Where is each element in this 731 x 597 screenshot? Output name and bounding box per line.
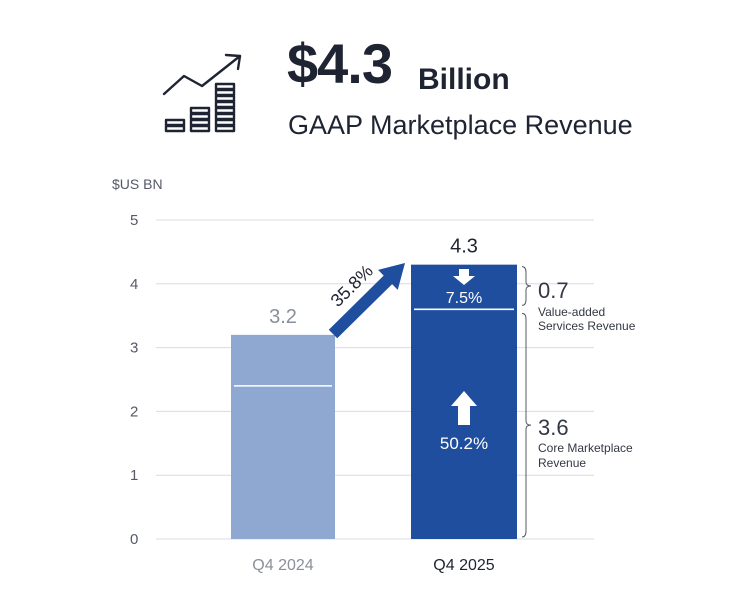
growth-arrow-shaft xyxy=(328,272,395,339)
headline-value: $4.3 xyxy=(287,32,393,95)
y-tick-label: 4 xyxy=(130,276,138,293)
growth-arrow-head xyxy=(378,262,405,290)
down-arrow-icon xyxy=(453,269,475,285)
value-added-pct: 7.5% xyxy=(446,290,482,307)
growth-chart-icon xyxy=(160,50,248,134)
growth-arrow-icon xyxy=(328,262,405,339)
value-added-amount: 0.7 xyxy=(538,278,569,303)
y-tick-label: 3 xyxy=(130,340,138,357)
value-added-label: Value-added xyxy=(538,305,605,319)
y-tick-label: 1 xyxy=(130,467,138,484)
core-amount: 3.6 xyxy=(538,415,569,440)
core-label: Core Marketplace xyxy=(538,441,633,455)
core-brace xyxy=(521,312,532,538)
data-label: 3.2 xyxy=(269,306,297,328)
x-tick-label: Q4 2025 xyxy=(433,557,494,574)
headline-unit: Billion xyxy=(418,63,510,96)
up-arrow-icon xyxy=(451,391,477,425)
y-axis-label: $US BN xyxy=(112,176,163,192)
core-label: Revenue xyxy=(538,456,586,470)
value-added-brace xyxy=(521,266,532,306)
value-added-label: Services Revenue xyxy=(538,319,636,333)
y-tick-label: 0 xyxy=(130,531,138,548)
data-label: 4.3 xyxy=(450,236,478,258)
x-tick-label: Q4 2024 xyxy=(252,557,313,574)
headline-subtitle: GAAP Marketplace Revenue xyxy=(288,110,633,140)
bar-0 xyxy=(231,334,335,539)
y-tick-label: 5 xyxy=(130,212,138,229)
y-tick-label: 2 xyxy=(130,403,138,420)
core-pct: 50.2% xyxy=(440,434,488,453)
